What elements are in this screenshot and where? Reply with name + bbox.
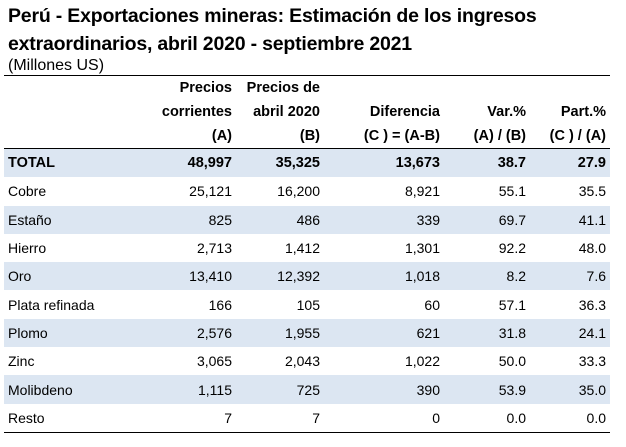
header-cell — [4, 75, 136, 100]
header-cell: Var.% — [487, 104, 526, 120]
header-cell: (C ) / (A) — [530, 124, 610, 149]
cell-b: 1,955 — [236, 318, 324, 348]
row-label: Molibdeno — [4, 375, 136, 404]
cell-var: 8.2 — [444, 262, 530, 291]
cell-b: 12,392 — [236, 262, 324, 291]
table-row: Molibdeno 1,115 725 390 53.9 35.0 — [4, 375, 610, 404]
cell-c: 339 — [324, 205, 444, 234]
header-cell: (C ) = (A-B) — [324, 124, 444, 149]
cell-a: 3,065 — [196, 353, 232, 370]
table-row: Estaño 825 486 339 69.7 41.1 — [4, 205, 610, 234]
row-label: Estaño — [4, 205, 136, 234]
cell-a: 25,121 — [189, 183, 232, 200]
header-cell: (A) / (B) — [444, 124, 530, 149]
cell-c: 0 — [324, 403, 444, 433]
header-cell: abril 2020 — [253, 104, 320, 120]
cell-c: 8,921 — [404, 183, 440, 200]
table-row: Plata refinada 166 105 60 57.1 36.3 — [4, 290, 610, 318]
cell-c: 1,018 — [324, 262, 444, 291]
row-label: Plomo — [4, 318, 136, 348]
table-row: Hierro 2,713 1,412 1,301 92.2 48.0 — [4, 234, 610, 262]
header-cell: (B) — [236, 124, 324, 149]
cell-c: 621 — [324, 318, 444, 348]
cell-part: 24.1 — [530, 318, 610, 348]
row-label: Oro — [4, 262, 136, 291]
cell-part: 48.0 — [578, 240, 606, 257]
header-cell: Precios — [136, 75, 236, 100]
row-label: Zinc — [8, 353, 35, 370]
cell-part: 7.6 — [530, 262, 610, 291]
table-row: Resto 7 7 0 0.0 0.0 — [4, 403, 610, 433]
cell-a: 48,997 — [136, 148, 236, 178]
cell-c: 13,673 — [324, 148, 444, 178]
cell-var: 57.1 — [498, 296, 526, 313]
header-cell — [324, 75, 444, 100]
cell-var: 53.9 — [444, 375, 530, 404]
cell-part: 27.9 — [530, 148, 610, 178]
cell-part: 35.5 — [578, 183, 606, 200]
row-label: Hierro — [8, 240, 47, 257]
cell-part: 33.3 — [578, 353, 606, 370]
table-row: Plomo 2,576 1,955 621 31.8 24.1 — [4, 318, 610, 348]
cell-a: 13,410 — [136, 262, 236, 291]
cell-var: 50.0 — [498, 353, 526, 370]
table-row: Cobre 25,121 16,200 8,921 55.1 35.5 — [4, 177, 610, 205]
table-header: Precios Precios de corrientes abril 2020… — [4, 75, 610, 149]
row-label: Cobre — [8, 183, 47, 200]
cell-a: 7 — [136, 403, 236, 433]
table-unit-subtitle: (Millones US) — [8, 57, 105, 74]
cell-var: 69.7 — [444, 205, 530, 234]
cell-b: 35,325 — [236, 148, 324, 178]
cell-a: 1,115 — [136, 375, 236, 404]
cell-a: 166 — [208, 296, 232, 313]
cell-var: 38.7 — [444, 148, 530, 178]
row-label: Plata refinada — [8, 296, 95, 313]
row-label: TOTAL — [4, 148, 136, 178]
table-title: Perú - Exportaciones mineras: Estimación… — [8, 5, 537, 55]
cell-a: 2,713 — [196, 240, 232, 257]
cell-part: 41.1 — [530, 205, 610, 234]
cell-var: 31.8 — [444, 318, 530, 348]
cell-c: 1,022 — [404, 353, 440, 370]
cell-var: 0.0 — [444, 403, 530, 433]
header-cell — [530, 75, 610, 100]
cell-part: 36.3 — [578, 296, 606, 313]
row-label: Resto — [4, 403, 136, 433]
cell-c: 60 — [424, 296, 440, 313]
cell-a: 825 — [136, 205, 236, 234]
cell-c: 390 — [324, 375, 444, 404]
header-cell — [4, 124, 136, 149]
cell-part: 35.0 — [530, 375, 610, 404]
cell-b: 1,412 — [284, 240, 320, 257]
cell-b: 105 — [296, 296, 320, 313]
cell-b: 16,200 — [277, 183, 320, 200]
table-row: Zinc 3,065 2,043 1,022 50.0 33.3 — [4, 347, 610, 375]
header-cell — [444, 75, 530, 100]
header-cell: Part.% — [560, 104, 606, 120]
table-row-total: TOTAL 48,997 35,325 13,673 38.7 27.9 — [4, 148, 610, 178]
cell-part: 0.0 — [530, 403, 610, 433]
header-cell: Precios de — [236, 75, 324, 100]
cell-c: 1,301 — [404, 240, 440, 257]
table-row: Oro 13,410 12,392 1,018 8.2 7.6 — [4, 262, 610, 291]
header-cell — [4, 100, 136, 124]
cell-b: 486 — [236, 205, 324, 234]
cell-var: 92.2 — [498, 240, 526, 257]
cell-b: 725 — [236, 375, 324, 404]
header-cell: Diferencia — [369, 104, 440, 120]
header-cell: (A) — [136, 124, 236, 149]
cell-a: 2,576 — [136, 318, 236, 348]
header-cell: corrientes — [161, 104, 232, 120]
exports-table: Precios Precios de corrientes abril 2020… — [4, 75, 610, 433]
cell-b: 2,043 — [284, 353, 320, 370]
cell-var: 55.1 — [498, 183, 526, 200]
cell-b: 7 — [236, 403, 324, 433]
